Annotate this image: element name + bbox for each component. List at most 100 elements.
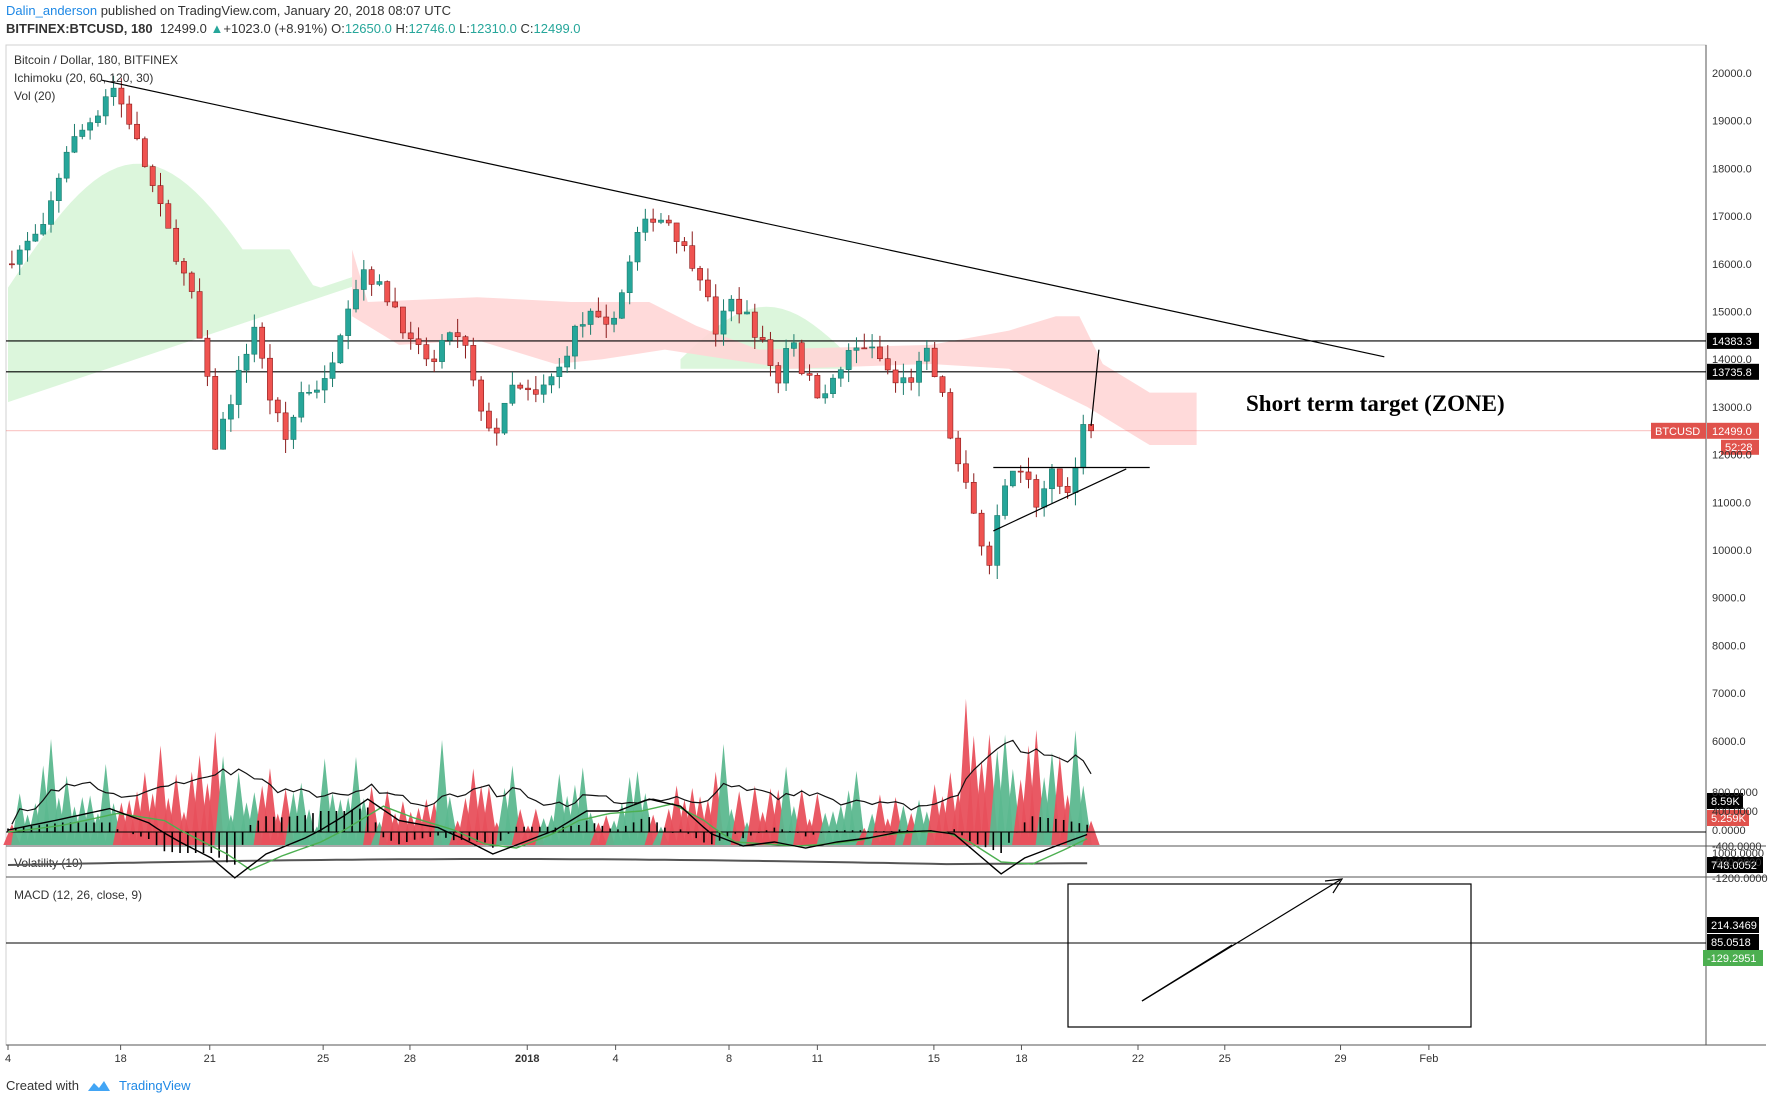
volume-ma-label: 5.259K	[1711, 813, 1747, 825]
candle-body	[540, 384, 547, 395]
volatility-value-box	[1707, 857, 1763, 873]
volume-legend: Vol (20)	[14, 89, 55, 103]
candle-body	[220, 418, 226, 450]
macd-axis: 800.0000 400.0000 0.0000 -400.0000 -800.0000…	[1712, 787, 1768, 885]
symbol-line: BITFINEX:BTCUSD, 180	[6, 21, 153, 36]
author-link[interactable]: Dalin_anderson	[6, 3, 98, 18]
candle-body	[400, 306, 406, 334]
candle-body	[16, 249, 23, 265]
level-label: 13735.8	[1712, 367, 1752, 379]
candle-body	[212, 376, 219, 450]
last-price-label: 12499.0	[1712, 426, 1752, 438]
created-with-text: Created with	[6, 1078, 79, 1093]
candle-body	[274, 399, 281, 414]
candle-body	[1080, 424, 1087, 469]
macd-tick-label: 0.0000	[1712, 825, 1746, 837]
ohlc-high: 12746.0	[408, 21, 456, 36]
candle-body	[259, 326, 266, 359]
candle-body	[313, 389, 320, 393]
symbol-label-box	[1651, 422, 1706, 439]
countdown-box	[1721, 439, 1759, 455]
candle-body	[931, 347, 938, 377]
candle-body	[634, 232, 641, 263]
time-tick-label: Feb	[1419, 1053, 1438, 1065]
candle-body	[118, 87, 125, 105]
candle-body	[493, 427, 500, 434]
candle-body	[798, 342, 805, 374]
ohlc-open-label: O:	[331, 21, 345, 36]
triangle-support-line	[993, 468, 1127, 532]
ohlc-open: 12650.0	[344, 21, 392, 36]
candle-body	[618, 292, 625, 319]
candle-body	[650, 218, 657, 223]
volatility-value: 748.0052	[1711, 860, 1757, 872]
candle-body	[423, 344, 430, 360]
candle-body	[384, 281, 391, 303]
price-tick-label: 16000.0	[1712, 259, 1752, 271]
candle-body	[744, 311, 750, 315]
time-tick-label: 25	[317, 1053, 329, 1065]
candle-body	[40, 224, 47, 235]
price-tick-label: 13000.0	[1712, 402, 1752, 414]
candle-body	[736, 298, 743, 315]
candle-body	[306, 391, 312, 394]
candle-body	[267, 357, 273, 401]
ohlc-low-label: L:	[459, 21, 470, 36]
candle-body	[806, 373, 813, 376]
candle-body	[1033, 479, 1040, 508]
volume-histogram: 8.59K 5.259K	[3, 698, 1749, 845]
macd-hist-box	[1703, 950, 1763, 966]
candle-body	[501, 402, 508, 434]
macd-legend: MACD (12, 26, close, 9)	[14, 888, 142, 902]
candle-body	[970, 481, 977, 514]
macd-tick-label: -800.0000	[1712, 857, 1762, 869]
candle-body	[392, 301, 398, 308]
main-pane-frame	[5, 44, 1707, 1046]
time-tick-label: 8	[726, 1053, 732, 1065]
drawings[interactable]	[101, 79, 1385, 532]
price-tick-label: 14000.0	[1712, 354, 1752, 366]
candle-body	[517, 384, 524, 389]
candle-body	[908, 377, 915, 383]
candle-body	[141, 138, 148, 167]
macd-tick-label: 800.0000	[1712, 787, 1758, 799]
ohlc-high-label: H:	[395, 21, 409, 36]
cloud-green-region	[8, 163, 353, 403]
candle-body	[626, 261, 633, 293]
volume-spike	[847, 771, 866, 845]
candle-body	[556, 366, 563, 377]
candle-body	[869, 346, 876, 349]
time-tick-label: 2018	[515, 1053, 539, 1065]
price-tick-label: 11000.0	[1712, 497, 1751, 509]
candle-body	[282, 412, 289, 440]
tradingview-brand-link[interactable]: TradingView	[118, 1078, 191, 1093]
ichimoku-cloud	[8, 163, 1197, 446]
candle-body	[196, 291, 203, 339]
price-tick-label: 10000.0	[1712, 545, 1752, 557]
candle-body	[689, 245, 696, 269]
macd-signal-box	[1707, 934, 1759, 950]
macd-tick-label: -400.0000	[1712, 841, 1762, 853]
candle-body	[595, 310, 602, 318]
target-arrow-line	[1090, 349, 1100, 427]
candle-body	[415, 338, 422, 345]
candle-body	[360, 269, 367, 290]
price-tick-label: 19000.0	[1712, 116, 1752, 128]
candle-body	[986, 545, 993, 566]
candle-body	[955, 437, 962, 465]
candle-body	[407, 332, 414, 340]
candle-body	[345, 308, 352, 336]
level-label: 14383.3	[1712, 336, 1752, 348]
horizontal-levels[interactable]: 14383.3 13735.8 BTCUSD 12499.0 52:28	[6, 332, 1759, 455]
candle-body	[24, 240, 31, 251]
time-tick-label: 11	[812, 1053, 823, 1065]
macd-tick-label: -1200.0000	[1712, 873, 1768, 885]
candle-body	[157, 185, 164, 205]
price-tick-label: 15000.0	[1712, 307, 1752, 319]
candle-body	[102, 96, 109, 117]
candle-body	[611, 317, 617, 325]
price-axis: 20000.0 19000.0 18000.0 17000.0 16000.0 15000…	[1712, 68, 1752, 748]
macd-signal-line	[7, 803, 1088, 871]
candle-body	[290, 416, 297, 440]
